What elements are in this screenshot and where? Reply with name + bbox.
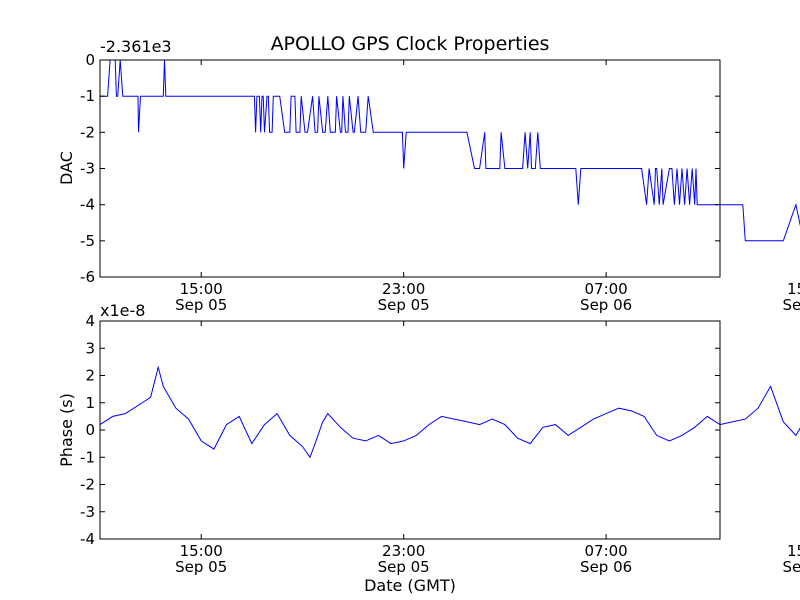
0-y-tick-label: -1 xyxy=(80,87,95,105)
1-x-tick-time-label: 15:00 xyxy=(787,542,800,560)
0-y-tick-label: 0 xyxy=(85,51,95,69)
1-x-tick-time-label: 23:00 xyxy=(382,542,425,560)
phase-series-line xyxy=(99,365,800,459)
0-x-tick-date-label: Sep 05 xyxy=(175,296,227,314)
0-y-tick-label: -3 xyxy=(80,160,95,178)
0-x-tick-time-label: 23:00 xyxy=(382,280,425,298)
0-y-tick-label: -4 xyxy=(80,196,95,214)
1-y-tick-label: 1 xyxy=(85,394,95,412)
dac-offset-label: -2.361e3 xyxy=(100,37,172,56)
1-x-tick-time-label: 07:00 xyxy=(585,542,628,560)
1-y-tick-label: 2 xyxy=(85,367,95,385)
phase-offset-label: x1e-8 xyxy=(100,301,145,320)
phase-y-axis-label: Phase (s) xyxy=(57,393,76,467)
0-x-tick-time-label: 07:00 xyxy=(585,280,628,298)
1-y-tick-label: -3 xyxy=(80,503,95,521)
0-y-tick-label: -6 xyxy=(80,268,95,286)
dac-y-axis-label: DAC xyxy=(57,151,76,185)
1-x-tick-date-label: Sep 06 xyxy=(580,558,632,576)
1-x-tick-date-label: Sep 05 xyxy=(378,558,430,576)
0-x-tick-date-label: Sep 06 xyxy=(783,296,800,314)
0-y-tick-label: -5 xyxy=(80,232,95,250)
phase-x-axis-label: Date (GMT) xyxy=(364,576,456,595)
1-y-tick-label: 4 xyxy=(85,312,95,330)
0-x-tick-time-label: 15:00 xyxy=(787,280,800,298)
1-y-tick-label: -1 xyxy=(80,448,95,466)
0-y-tick-label: -2 xyxy=(80,123,95,141)
1-x-tick-time-label: 15:00 xyxy=(180,542,223,560)
dac-series-line xyxy=(100,59,800,242)
1-y-tick-label: 3 xyxy=(85,339,95,357)
1-y-tick-label: 0 xyxy=(85,421,95,439)
0-x-tick-date-label: Sep 05 xyxy=(378,296,430,314)
1-x-tick-date-label: Sep 06 xyxy=(783,558,800,576)
1-y-tick-label: -4 xyxy=(80,530,95,548)
1-x-tick-date-label: Sep 05 xyxy=(175,558,227,576)
0-x-tick-date-label: Sep 06 xyxy=(580,296,632,314)
1-y-tick-label: -2 xyxy=(80,476,95,494)
0-x-tick-time-label: 15:00 xyxy=(180,280,223,298)
figure-title: APOLLO GPS Clock Properties xyxy=(271,33,550,55)
